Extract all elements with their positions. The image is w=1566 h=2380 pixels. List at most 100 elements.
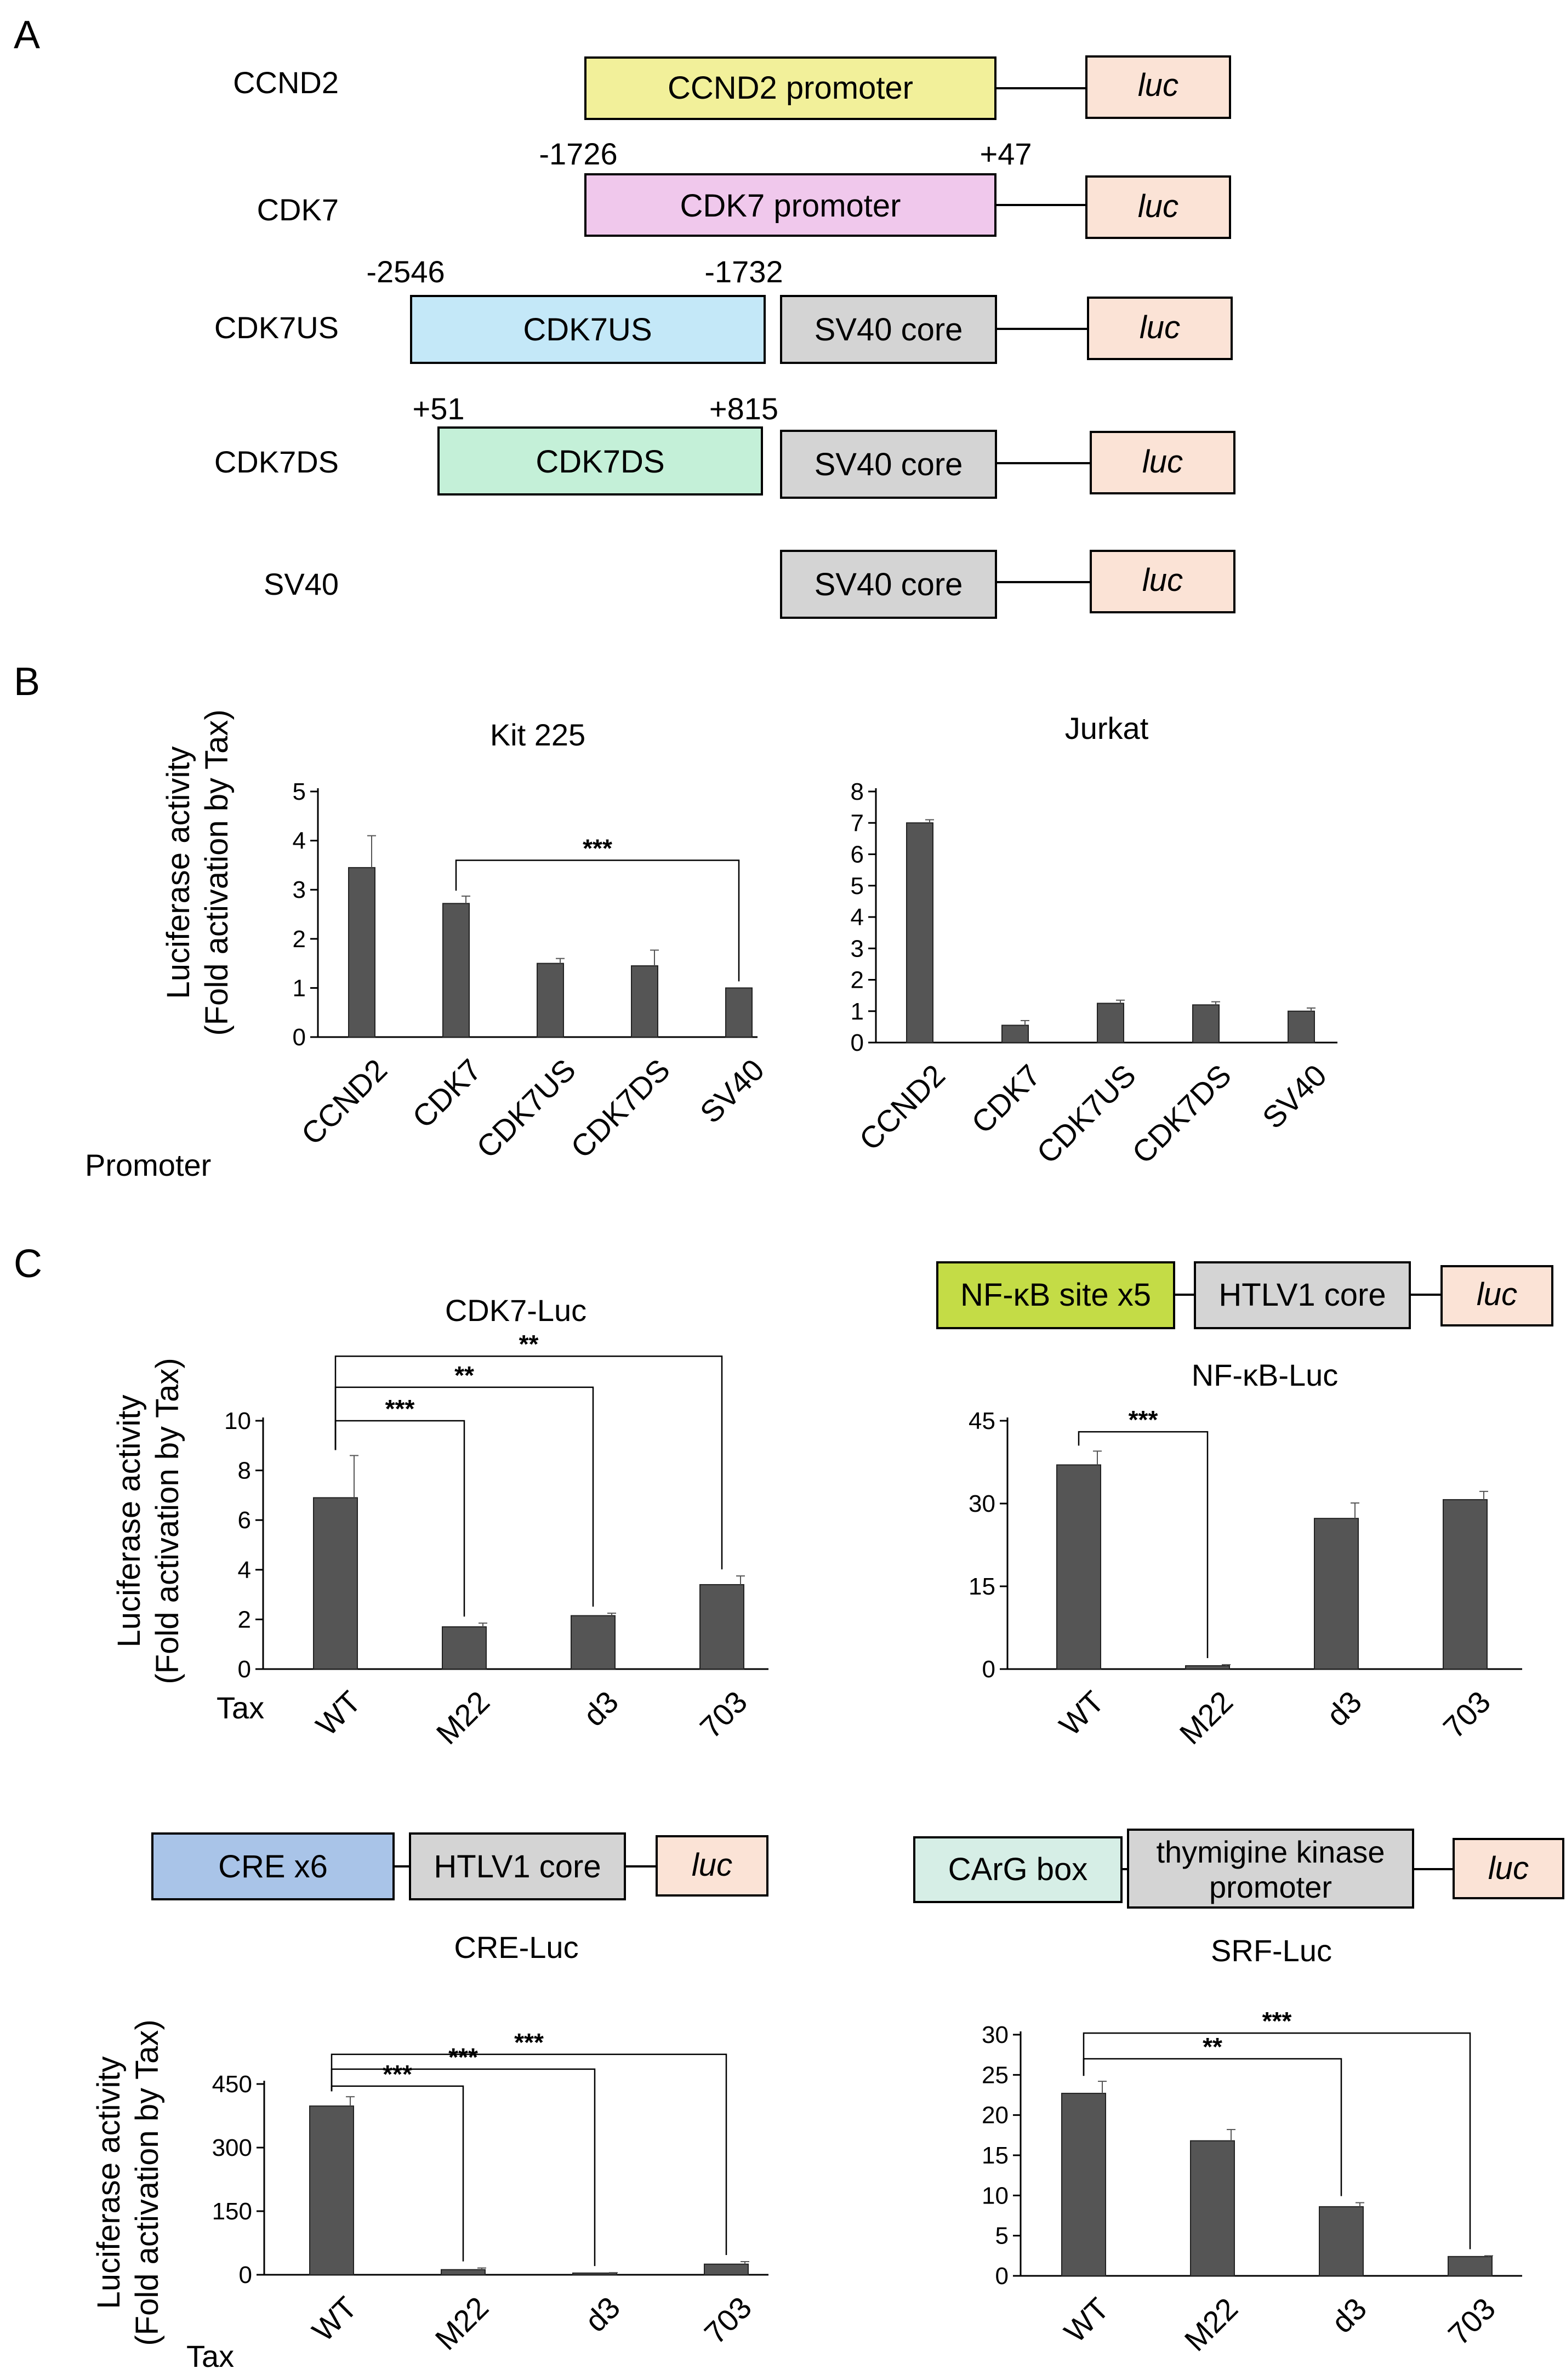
- significance-stars: ***: [448, 2043, 478, 2071]
- category-label: CDK7: [406, 1052, 488, 1135]
- y-tick-label: 20: [982, 2102, 1009, 2129]
- cdk7ds-right-coordinate: +815: [709, 391, 778, 426]
- tax-label-cdk7luc: Tax: [217, 1690, 264, 1725]
- y-tick-label: 10: [982, 2182, 1009, 2209]
- bar-CDK7: [1001, 1024, 1029, 1043]
- y-tick-label: 0: [238, 1656, 251, 1683]
- y-tick-label: 4: [238, 1557, 251, 1584]
- ylabel-line2-b: (Fold activation by Tax): [199, 709, 235, 1035]
- htlv1-core-box-cre: [409, 1832, 626, 1900]
- sv40-core-label-cdk7ds: SV40 core: [815, 447, 963, 482]
- bar-703: [1448, 2256, 1493, 2276]
- construct-name-sv40: SV40: [264, 567, 339, 601]
- luc-box-nfkb: [1440, 1265, 1553, 1326]
- cre-label: CRE x6: [218, 1849, 328, 1884]
- category-label: M22: [429, 2290, 496, 2357]
- y-tick-label: 1: [293, 975, 306, 1001]
- ccnd2-promoter-box: [584, 56, 996, 120]
- y-tick-label: 15: [982, 2142, 1009, 2169]
- bar-M22: [442, 1626, 487, 1670]
- cdk7-left-coordinate: -1726: [539, 136, 617, 171]
- chart-title: Kit 225: [490, 718, 585, 752]
- cdk7ds-fragment-box: [437, 426, 763, 496]
- bar-WT: [313, 1497, 358, 1670]
- y-tick-label: 0: [982, 1656, 995, 1683]
- bar-703: [699, 1584, 744, 1670]
- y-tick-label: 0: [239, 2262, 252, 2288]
- bar-CDK7DS: [631, 965, 658, 1038]
- significance-stars: ***: [583, 834, 612, 862]
- category-label: d3: [1325, 2291, 1374, 2340]
- luc-box-cdk7: [1085, 175, 1231, 239]
- nfkb-site-box: [936, 1261, 1175, 1329]
- cdk7ds-left-coordinate: +51: [413, 391, 465, 426]
- y-tick-label: 7: [851, 810, 864, 836]
- category-label: CDK7: [965, 1058, 1047, 1140]
- bar-CDK7US: [1097, 1003, 1124, 1043]
- y-tick-label: 300: [212, 2134, 252, 2161]
- category-label: M22: [430, 1684, 497, 1751]
- category-label: WT: [1052, 1684, 1111, 1743]
- category-label: d3: [578, 2290, 627, 2339]
- bar-WT: [309, 2105, 354, 2276]
- category-label: d3: [577, 1684, 625, 1733]
- cre-box: [151, 1832, 395, 1900]
- significance-stars: ***: [385, 1394, 415, 1423]
- bar-CDK7US: [537, 963, 564, 1038]
- luc-label-sv40: luc: [1142, 562, 1183, 598]
- significance-bracket: [1083, 2032, 1471, 2250]
- thymidine-kinase-promoter-box: [1127, 1829, 1414, 1909]
- construct-name-cdk7ds: CDK7DS: [214, 445, 339, 479]
- y-tick-label: 8: [238, 1457, 251, 1484]
- y-tick-label: 6: [238, 1507, 251, 1534]
- panel-label-c: C: [14, 1242, 42, 1286]
- bar-CDK7DS: [1192, 1004, 1220, 1044]
- bar-CCND2: [348, 867, 375, 1038]
- category-label: WT: [309, 1684, 367, 1743]
- bar-M22: [1185, 1665, 1230, 1670]
- htlv1-core-box-nfkb: [1194, 1261, 1411, 1329]
- thymidine-kinase-label-line2: promoter: [1209, 1870, 1332, 1904]
- category-label: SV40: [1256, 1058, 1333, 1135]
- sv40-core-box-cdk7ds: [780, 430, 997, 499]
- chart-nfkbluc: NF-κB-Luc 0 15 30 45 WT M22 d3 703 ***: [969, 1358, 1522, 1751]
- ylabel-line1-cdk7luc: Luciferase activity: [111, 1395, 147, 1648]
- chart-title: NF-κB-Luc: [1192, 1358, 1339, 1392]
- y-tick-label: 0: [293, 1024, 306, 1051]
- bar-d3: [571, 1615, 616, 1670]
- thymidine-kinase-label-line1: thymigine kinase: [1156, 1835, 1385, 1869]
- cdk7-promoter-label: CDK7 promoter: [680, 188, 901, 224]
- tax-label-creluc: Tax: [186, 2339, 234, 2373]
- category-label: CDK7DS: [1125, 1058, 1238, 1170]
- y-tick-label: 3: [293, 876, 306, 903]
- ylabel-line1-b: Luciferase activity: [161, 747, 196, 999]
- cdk7-promoter-box: [584, 173, 996, 237]
- category-label: SV40: [693, 1052, 771, 1130]
- category-label: CDK7DS: [564, 1052, 676, 1165]
- bar-WT: [1061, 2093, 1106, 2276]
- luc-box-ccnd2: [1085, 55, 1231, 119]
- y-tick-label: 150: [212, 2198, 252, 2225]
- bar-WT: [1056, 1464, 1101, 1670]
- luc-box-cre: [656, 1835, 768, 1897]
- sv40-core-label-sv40: SV40 core: [815, 567, 963, 602]
- construct-name-ccnd2: CCND2: [233, 65, 339, 100]
- construct-name-cdk7: CDK7: [257, 192, 339, 227]
- bar-M22: [1190, 2140, 1235, 2277]
- htlv1-core-label-nfkb: HTLV1 core: [1218, 1277, 1386, 1313]
- chart-title: CRE-Luc: [454, 1930, 578, 1965]
- y-tick-label: 1: [851, 998, 864, 1025]
- sv40-core-label-cdk7us: SV40 core: [815, 312, 963, 348]
- y-tick-label: 4: [851, 904, 864, 931]
- category-label: CCND2: [294, 1052, 394, 1152]
- y-tick-label: 450: [212, 2071, 252, 2098]
- y-tick-label: 2: [851, 967, 864, 994]
- sv40-core-box-sv40: [780, 550, 997, 619]
- luc-label-cdk7us: luc: [1140, 310, 1180, 345]
- luc-label-nfkb: luc: [1477, 1277, 1517, 1312]
- cdk7us-fragment-box: [410, 295, 766, 364]
- construct-name-cdk7us: CDK7US: [214, 310, 339, 345]
- panel-label-b: B: [14, 660, 40, 704]
- bar-703: [1443, 1499, 1488, 1670]
